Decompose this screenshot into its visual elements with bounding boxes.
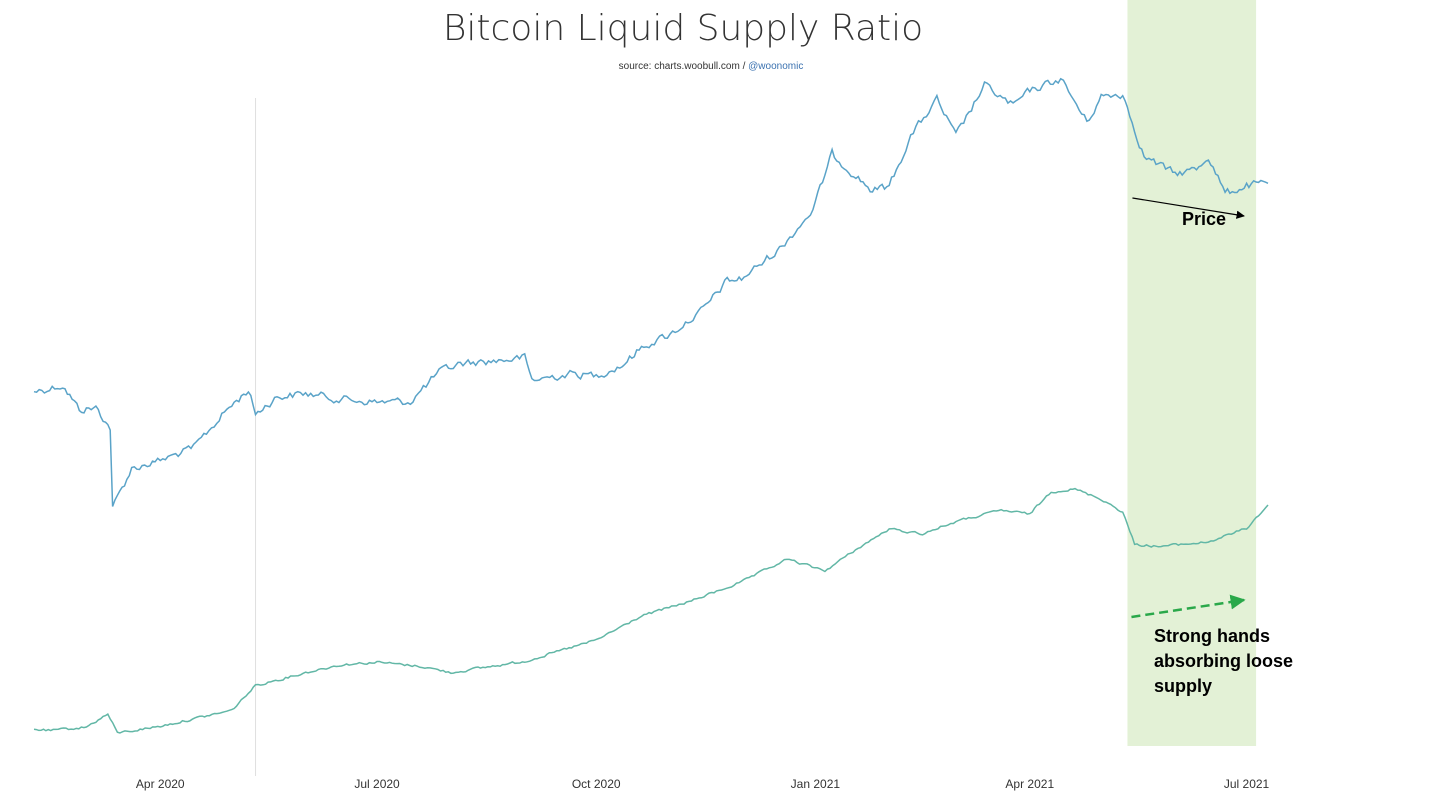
supply-annotation-line-1: Strong hands (1154, 626, 1270, 646)
supply-annotation-line-3: supply (1154, 676, 1212, 696)
price-trend-arrow (1132, 197, 1245, 219)
x-tick-label: Jul 2021 (1224, 777, 1270, 791)
x-tick-label: Apr 2021 (1005, 777, 1054, 791)
x-axis: Apr 2020 Jul 2020 Oct 2020 Jan 2021 Apr 2021… (136, 777, 1270, 791)
ratio-line (33, 487, 1269, 734)
chart-source: source: charts.woobull.com / @woonomic (0, 61, 1422, 72)
x-tick-label: Jul 2020 (354, 777, 400, 791)
supply-annotation-line-2: absorbing loose (1154, 651, 1293, 671)
chart-title: Bitcoin Liquid Supply Ratio (442, 8, 924, 49)
price-annotation: Price (1182, 209, 1226, 229)
price-line (33, 77, 1269, 507)
supply-trend-arrow (1131, 594, 1246, 619)
x-tick-label: Jan 2021 (791, 777, 841, 791)
source-prefix: source: charts.woobull.com / (618, 61, 749, 72)
source-handle-link[interactable]: @woonomic (748, 61, 804, 72)
highlight-band (1127, 0, 1257, 746)
x-tick-label: Oct 2020 (572, 777, 621, 791)
x-tick-label: Apr 2020 (136, 777, 185, 791)
